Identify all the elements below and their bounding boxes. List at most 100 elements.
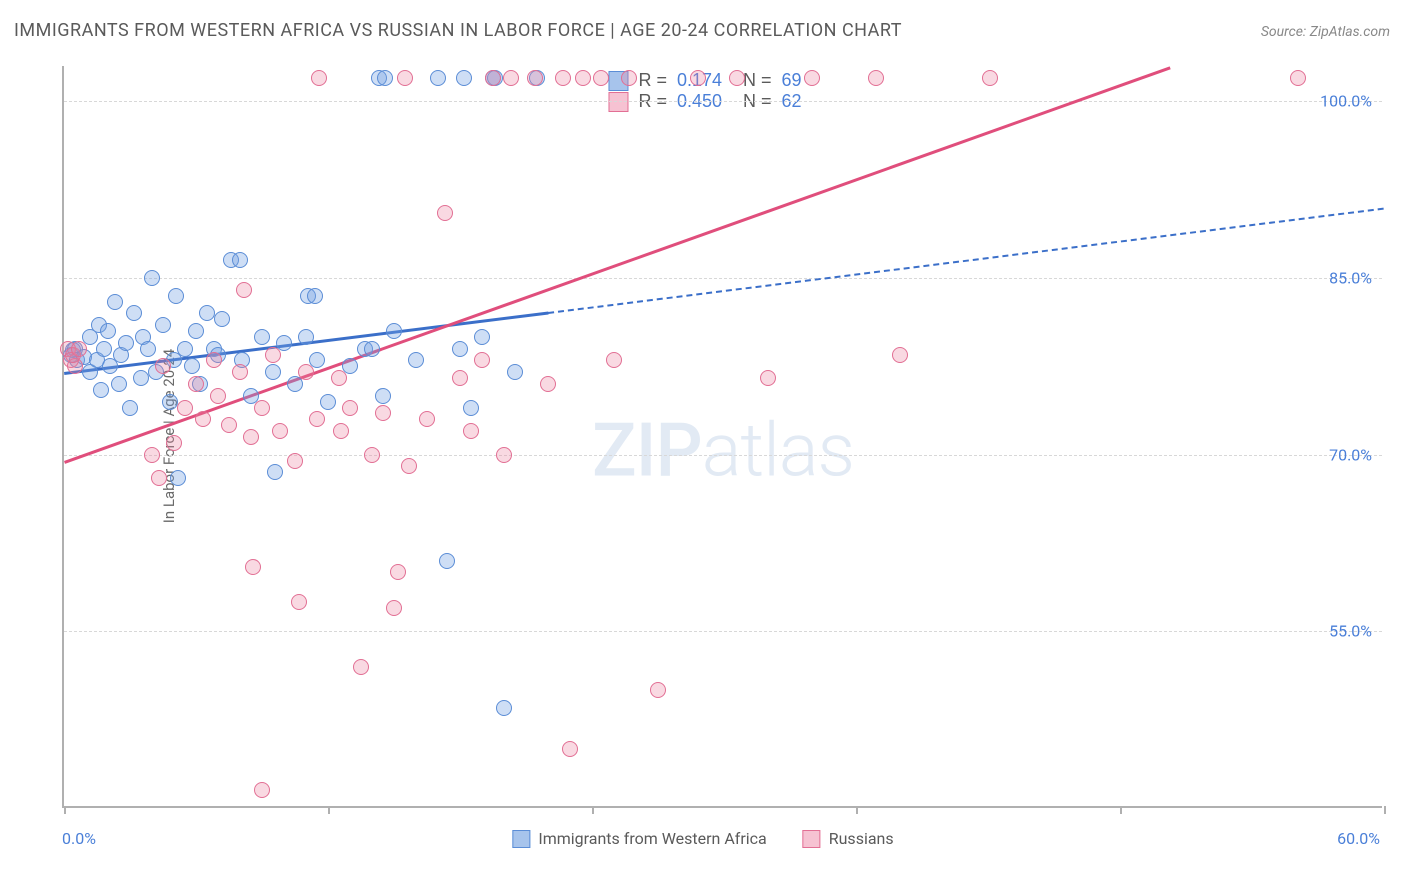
data-point	[311, 70, 327, 86]
data-point	[496, 447, 512, 463]
legend-item: Russians	[803, 829, 894, 848]
data-point	[463, 400, 479, 416]
data-point	[375, 388, 391, 404]
data-point	[265, 364, 281, 380]
data-point	[307, 288, 323, 304]
legend-swatch	[803, 830, 821, 848]
data-point	[140, 341, 156, 357]
data-point	[184, 358, 200, 374]
data-point	[177, 341, 193, 357]
data-point	[333, 423, 349, 439]
data-point	[166, 435, 182, 451]
chart-title: IMMIGRANTS FROM WESTERN AFRICA VS RUSSIA…	[14, 20, 902, 41]
data-point	[126, 305, 142, 321]
data-point	[650, 682, 666, 698]
data-point	[401, 458, 417, 474]
y-tick-label: 100.0%	[1320, 92, 1372, 111]
data-point	[452, 370, 468, 386]
data-point	[452, 341, 468, 357]
data-point	[298, 329, 314, 345]
data-point	[291, 594, 307, 610]
data-point	[214, 311, 230, 327]
data-point	[463, 423, 479, 439]
data-point	[1290, 70, 1306, 86]
data-point	[236, 282, 252, 298]
data-point	[690, 70, 706, 86]
legend-item: Immigrants from Western Africa	[512, 829, 766, 848]
data-point	[621, 70, 637, 86]
data-point	[298, 364, 314, 380]
data-point	[254, 782, 270, 798]
data-point	[265, 347, 281, 363]
x-tick	[328, 806, 330, 814]
data-point	[199, 305, 215, 321]
data-point	[118, 335, 134, 351]
legend-label: Immigrants from Western Africa	[538, 829, 766, 848]
data-point	[309, 411, 325, 427]
data-point	[232, 364, 248, 380]
data-point	[375, 405, 391, 421]
data-point	[320, 394, 336, 410]
data-point	[377, 70, 393, 86]
data-point	[254, 400, 270, 416]
data-point	[386, 600, 402, 616]
data-point	[342, 400, 358, 416]
data-point	[456, 70, 472, 86]
data-point	[122, 400, 138, 416]
data-point	[606, 352, 622, 368]
source-attribution: Source: ZipAtlas.com	[1261, 24, 1390, 40]
data-point	[390, 564, 406, 580]
data-point	[593, 70, 609, 86]
data-point	[170, 470, 186, 486]
data-point	[195, 411, 211, 427]
data-point	[107, 294, 123, 310]
data-point	[254, 329, 270, 345]
x-axis-max-label: 60.0%	[1337, 829, 1380, 848]
data-point	[562, 741, 578, 757]
data-point	[155, 317, 171, 333]
data-point	[331, 370, 347, 386]
data-point	[474, 329, 490, 345]
y-tick-label: 85.0%	[1329, 269, 1372, 288]
data-point	[287, 453, 303, 469]
data-point	[892, 347, 908, 363]
trend-line	[548, 207, 1384, 313]
data-point	[353, 659, 369, 675]
data-point	[232, 252, 248, 268]
data-point	[243, 429, 259, 445]
data-point	[760, 370, 776, 386]
data-point	[93, 382, 109, 398]
watermark-zip: ZIP	[592, 407, 702, 494]
data-point	[155, 358, 171, 374]
data-point	[144, 270, 160, 286]
stat-n-label: N =	[743, 70, 772, 91]
x-tick	[856, 806, 858, 814]
data-point	[729, 70, 745, 86]
data-point	[408, 352, 424, 368]
data-point	[555, 70, 571, 86]
data-point	[111, 376, 127, 392]
grid-line	[64, 631, 1382, 632]
x-tick	[592, 806, 594, 814]
data-point	[267, 464, 283, 480]
data-point	[496, 700, 512, 716]
grid-line	[64, 278, 1382, 279]
y-tick-label: 55.0%	[1329, 622, 1372, 641]
data-point	[804, 70, 820, 86]
data-point	[364, 341, 380, 357]
data-point	[168, 288, 184, 304]
x-tick	[1120, 806, 1122, 814]
grid-line	[64, 101, 1382, 102]
x-axis-min-label: 0.0%	[62, 829, 96, 848]
data-point	[364, 447, 380, 463]
data-point	[430, 70, 446, 86]
data-point	[386, 323, 402, 339]
watermark-atlas: atlas	[702, 407, 854, 494]
legend-swatch	[512, 830, 530, 848]
data-point	[982, 70, 998, 86]
data-point	[144, 447, 160, 463]
data-point	[100, 323, 116, 339]
grid-line	[64, 455, 1382, 456]
legend-label: Russians	[829, 829, 894, 848]
data-point	[540, 376, 556, 392]
